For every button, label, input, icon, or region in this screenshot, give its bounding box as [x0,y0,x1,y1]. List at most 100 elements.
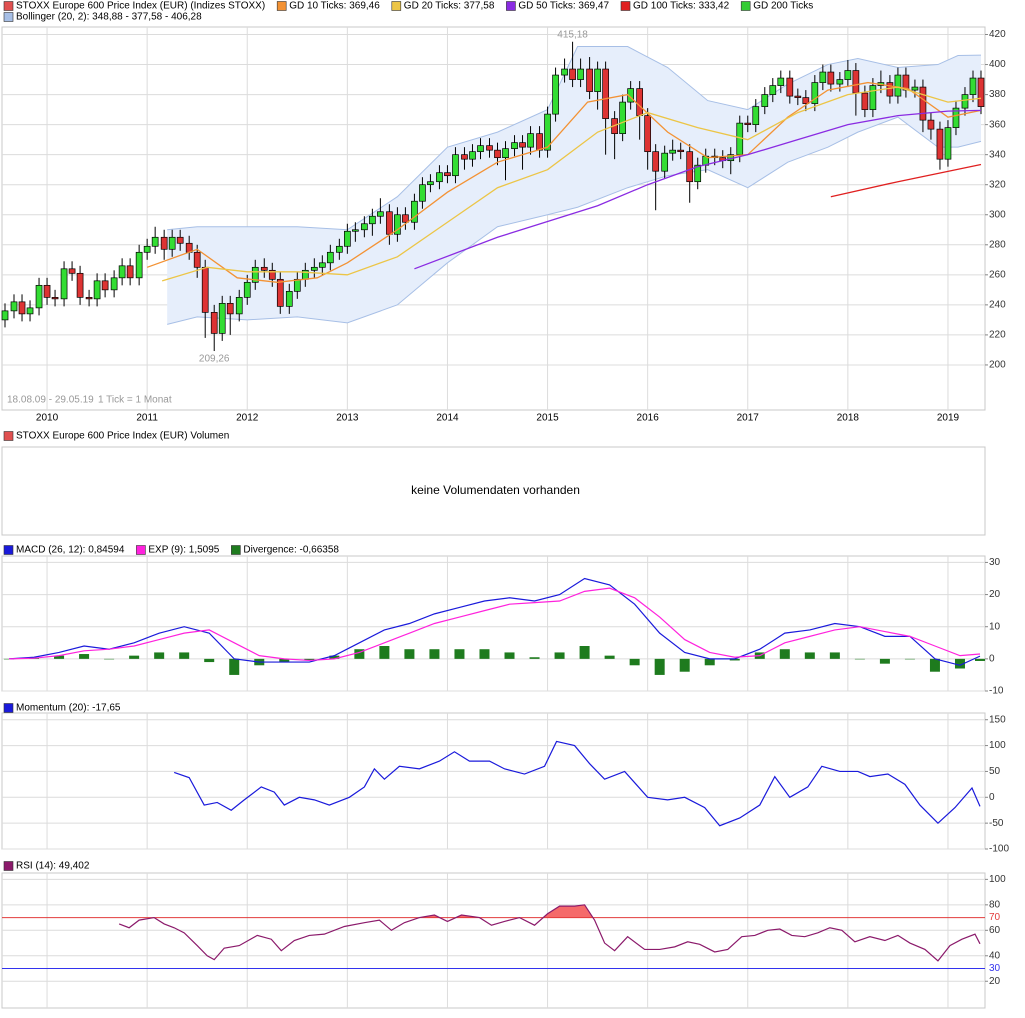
y-tick-label: 60 [989,925,1001,936]
trough-label: 209,26 [199,354,230,365]
bar [204,658,215,663]
bar [404,649,415,659]
x-tick-label: 2013 [336,413,359,424]
candle-body [677,149,685,153]
candle-body [802,97,810,104]
candle-body [477,145,484,153]
candle-body [794,95,802,98]
candle-body [552,74,559,115]
candle-body [201,266,209,313]
panel-frame [1,872,986,1009]
candle-body [686,151,694,183]
y-tick-label: 280 [989,239,1006,250]
candle-body [143,245,151,253]
bar [579,646,590,659]
candle-body [76,272,84,298]
candle-body [694,164,702,183]
peak-label: 415,18 [557,29,588,40]
candle-body [344,230,351,247]
legend-label: Bollinger (20, 2): 348,88 - 377,58 - 406… [16,12,202,23]
x-tick-label: 2018 [837,413,860,424]
candle-body [569,68,576,80]
candle-body [35,284,43,309]
candle-body [486,145,493,151]
bar [129,655,140,659]
bar [554,652,565,659]
y-tick-label: 50 [989,766,1001,777]
y-tick-label: 300 [989,209,1006,220]
bollinger-band [167,46,982,325]
candle-body [260,266,268,271]
candle-body [827,71,835,85]
candle-body [276,278,284,307]
bar [504,652,515,659]
candle-body [544,113,551,151]
candle-body [619,101,626,134]
candle-body [160,236,168,250]
y-tick-label: 400 [989,59,1006,70]
candle-body [969,77,977,95]
candle-body [594,68,601,92]
candle-body [310,266,318,271]
candle-body [326,251,334,264]
x-tick-label: 2012 [236,413,259,424]
y-tick-label: 380 [989,89,1006,100]
candle-body [936,128,944,160]
bar [229,658,240,675]
legend-label: GD 20 Ticks: 377,58 [404,1,495,12]
candle-body [18,301,26,315]
candle-body [118,265,126,279]
candle-body [10,301,18,312]
y-tick-label: 420 [989,29,1006,40]
candle-body [101,280,109,291]
candle-body [51,297,59,300]
candle-body [761,94,769,107]
bar [729,658,740,661]
candle-body [511,142,518,150]
candle-body [602,68,609,119]
y-tick-label: 360 [989,119,1006,130]
y-tick-label: 200 [989,360,1006,371]
legend-swatch [740,1,751,11]
candle-body [894,74,902,97]
candle-body [436,172,443,183]
y-tick-label: 0 [989,653,995,664]
legend-label: STOXX Europe 600 Price Index (EUR) (Indi… [16,1,265,12]
bar [179,652,190,659]
legend-label: MACD (26, 12): 0,84594 [16,545,125,556]
panel-frame [1,446,986,536]
bar [679,658,690,672]
candle-body [243,281,251,298]
legend-swatch [3,703,14,713]
message: keine Volumendaten vorhanden [411,483,580,497]
candle-body [318,262,326,268]
y-tick-label: 20 [989,976,1001,987]
candle-body [43,284,51,298]
bar [879,658,890,664]
bar [279,658,290,663]
candle-body [769,85,777,95]
moving-average [146,81,982,283]
legend-label: STOXX Europe 600 Price Index (EUR) Volum… [16,431,229,442]
bar [429,649,440,659]
candle-body [210,312,218,334]
legend-swatch [391,1,402,11]
bar [54,655,65,659]
indicator-line [118,904,981,962]
candle-body [661,152,669,172]
candle-body [235,297,243,315]
y-tick-label: 100 [989,874,1006,885]
candle-body [427,181,434,186]
candle-body [93,280,101,300]
y-tick-label: 10 [989,621,1001,632]
candle-body [293,278,301,292]
candle-body [60,268,68,300]
candle-body [819,71,827,83]
legend-swatch [620,1,631,11]
candle-body [744,122,752,125]
moving-average [161,86,982,282]
legend-swatch [3,1,14,11]
indicator-line [173,740,981,827]
indicator-line [8,577,981,666]
